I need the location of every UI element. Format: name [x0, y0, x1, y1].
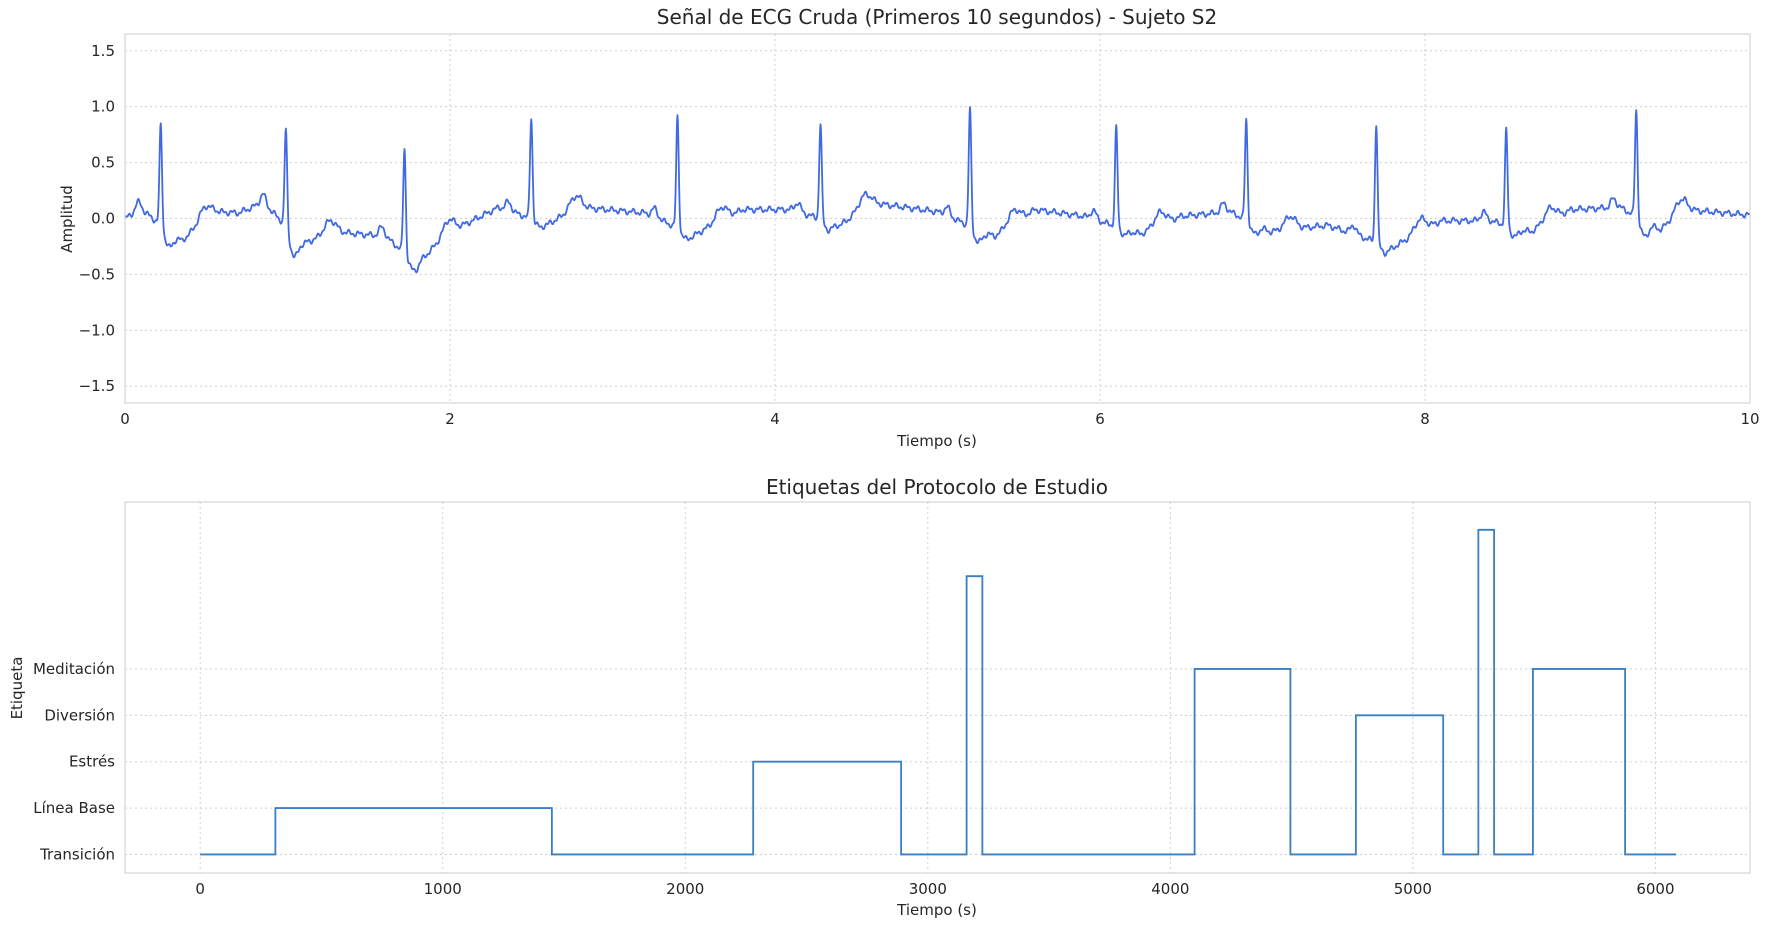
- ecg-x-axis-label: Tiempo (s): [896, 432, 977, 450]
- label-x-ticks: 0 1000 2000 3000 4000 5000 6000: [195, 880, 1674, 898]
- label-y-tick-label: Meditación: [33, 660, 115, 678]
- ecg-chart-title: Señal de ECG Cruda (Primeros 10 segundos…: [657, 5, 1217, 29]
- label-plot-frame: [124, 501, 1751, 874]
- ecg-y-tick-label: 1.0: [91, 98, 115, 116]
- ecg-plot-frame: [124, 33, 1751, 404]
- ecg-y-tick-label: 0.0: [91, 210, 115, 228]
- ecg-y-axis-label: Amplitud: [58, 185, 76, 253]
- ecg-x-ticks: 0 2 4 6 8 10: [120, 410, 1759, 428]
- label-x-tick-label: 4000: [1151, 880, 1189, 898]
- ecg-y-tick-label: −1.0: [79, 321, 115, 339]
- label-grid: [125, 502, 1750, 873]
- ecg-y-tick-label: 1.5: [91, 42, 115, 60]
- label-x-tick-label: 2000: [666, 880, 704, 898]
- label-x-tick-label: 3000: [909, 880, 947, 898]
- ecg-x-tick-label: 10: [1740, 410, 1759, 428]
- ecg-y-tick-label: −1.5: [79, 377, 115, 395]
- label-x-tick-label: 0: [195, 880, 205, 898]
- ecg-signal-line: [124, 106, 1751, 274]
- ecg-x-tick-label: 8: [1420, 410, 1430, 428]
- label-x-tick-label: 6000: [1636, 880, 1674, 898]
- ecg-grid: [124, 34, 1751, 403]
- label-step-line: [200, 528, 1677, 856]
- ecg-y-tick-label: 0.5: [91, 154, 115, 172]
- label-y-axis-label: Etiqueta: [8, 657, 26, 720]
- label-y-tick-label: Estrés: [69, 753, 115, 771]
- label-y-tick-label: Transición: [39, 845, 115, 863]
- label-x-axis-label: Tiempo (s): [896, 901, 977, 919]
- ecg-x-tick-label: 6: [1095, 410, 1105, 428]
- ecg-x-tick-label: 2: [445, 410, 455, 428]
- ecg-x-tick-label: 4: [770, 410, 780, 428]
- label-x-tick-label: 1000: [424, 880, 462, 898]
- ecg-x-tick-label: 0: [120, 410, 130, 428]
- label-y-tick-label: Diversión: [44, 706, 115, 724]
- label-y-ticks: Transición Línea Base Estrés Diversión Medit…: [33, 660, 115, 864]
- ecg-y-tick-label: −0.5: [79, 265, 115, 283]
- label-chart: Etiquetas del Protocolo de Estudio 0 1000…: [8, 475, 1751, 919]
- label-x-tick-label: 5000: [1394, 880, 1432, 898]
- label-chart-title: Etiquetas del Protocolo de Estudio: [766, 475, 1108, 499]
- ecg-y-ticks: −1.5 −1.0 −0.5 0.0 0.5 1.0 1.5: [79, 42, 115, 395]
- label-y-tick-label: Línea Base: [33, 799, 115, 817]
- ecg-chart: Señal de ECG Cruda (Primeros 10 segundos…: [58, 5, 1760, 450]
